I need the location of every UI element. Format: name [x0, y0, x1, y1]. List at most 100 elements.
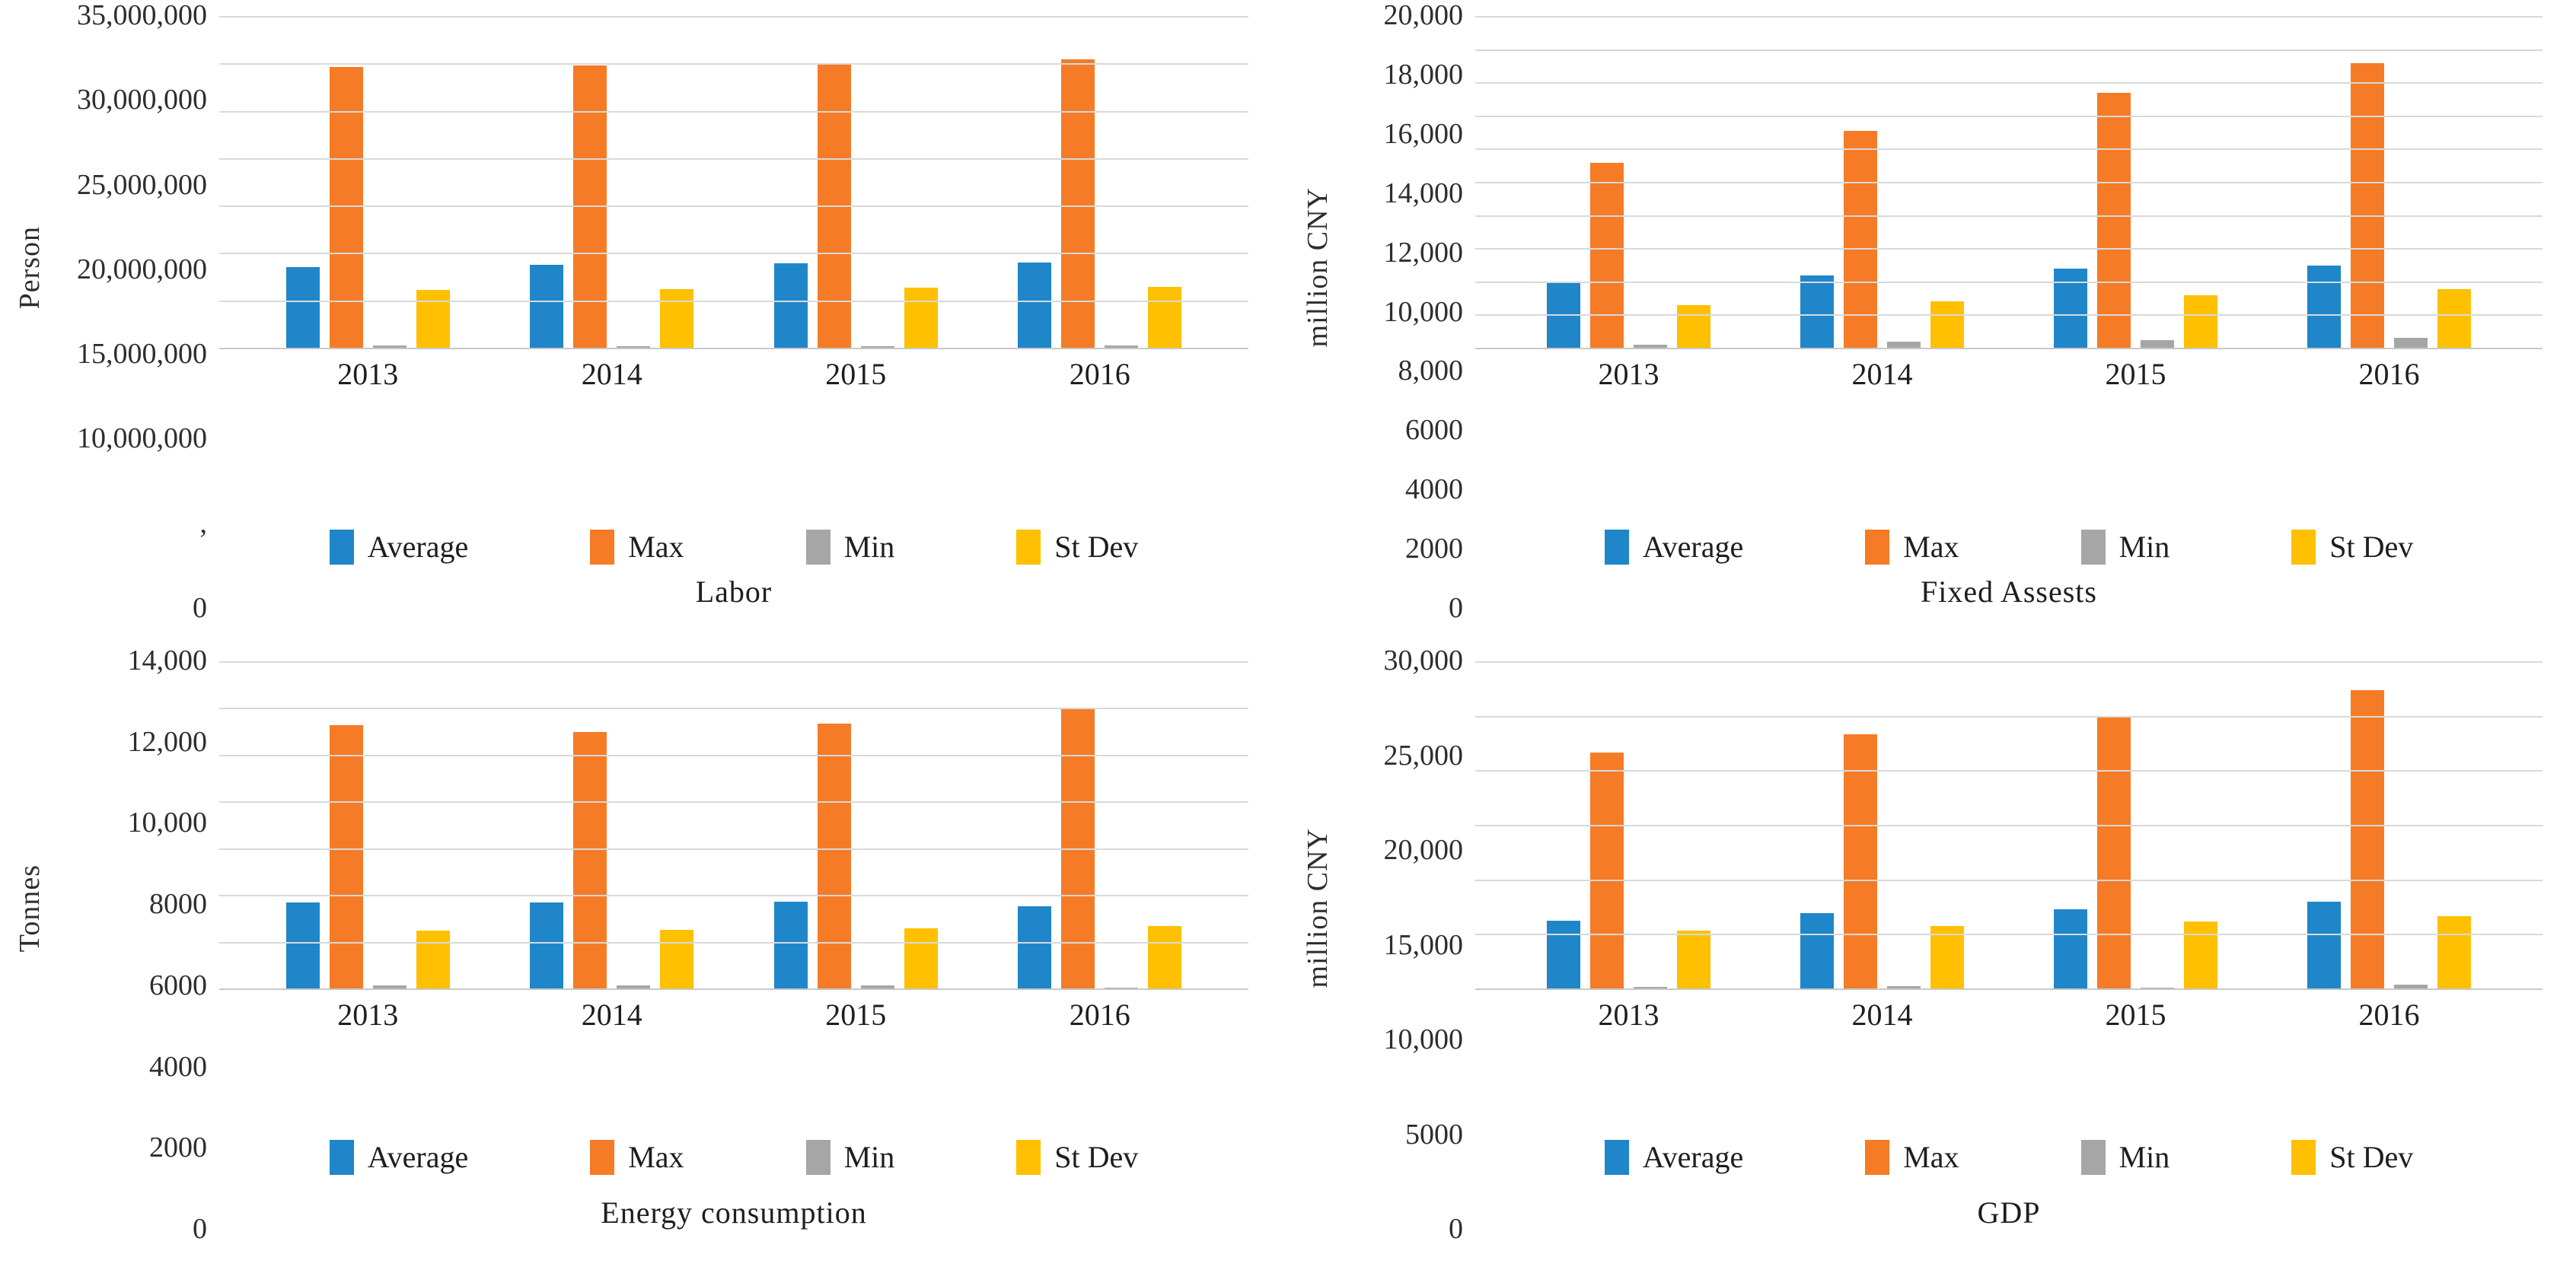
bar-average-2015 — [2054, 909, 2087, 989]
legend-swatch-max — [1865, 529, 1890, 565]
bar-group-2014 — [1800, 662, 1964, 989]
bar-max-2015 — [817, 724, 851, 989]
bar-min-2015 — [2141, 340, 2174, 349]
gridline — [1475, 82, 2543, 84]
gridline — [1475, 661, 2543, 663]
bar-st-dev-2014 — [660, 929, 694, 989]
gridline — [1475, 182, 2543, 183]
y-tick-label: 35,000,000 — [77, 0, 207, 32]
energy-consumption-chart-panel: Tonnes 14,000 12,000 10,000 8000 6000 4000 200… — [0, 635, 1288, 1270]
y-tick-label: 2000 — [149, 1132, 207, 1164]
x-tick-label-2016: 2016 — [2358, 998, 2420, 1032]
bar-average-2016 — [2307, 902, 2341, 989]
gridline — [219, 988, 1248, 990]
gridline — [219, 941, 1248, 944]
gridline — [219, 63, 1248, 65]
bar-average-2014 — [1800, 912, 1834, 989]
x-tick-label-2014: 2014 — [1851, 998, 1913, 1032]
legend-item-st-dev: St Dev — [1016, 529, 1138, 565]
bar-group-2015 — [773, 662, 938, 989]
x-tick-label-2014: 2014 — [581, 357, 642, 391]
y-tick-label: 2000 — [1405, 533, 1463, 565]
bar-min-2015 — [860, 345, 894, 349]
y-tick-label: 14,000 — [1383, 177, 1464, 209]
legend-item-max: Max — [590, 1139, 684, 1175]
y-tick-label: 25,000,000 — [77, 168, 207, 201]
x-tick-label-2015: 2015 — [825, 998, 887, 1032]
legend-label: Max — [628, 530, 684, 564]
bar-min-2013 — [1634, 344, 1667, 349]
y-tick-label: 25,000 — [1383, 739, 1464, 772]
gridline — [1475, 215, 2543, 217]
gridline — [219, 848, 1248, 850]
x-axis-tick-labels: 2013 2014 2015 2016 — [219, 997, 1248, 1033]
y-tick-label: 12,000 — [1383, 236, 1464, 269]
gridline — [219, 205, 1248, 208]
legend-label: Min — [2119, 530, 2170, 564]
legend-swatch-st-dev — [2291, 1139, 2316, 1175]
gridline — [1475, 934, 2543, 936]
bar-st-dev-2014 — [660, 288, 694, 349]
bar-average-2015 — [773, 901, 808, 989]
bar-st-dev-2015 — [2184, 921, 2217, 989]
bar-st-dev-2013 — [1677, 305, 1710, 349]
gridline — [1475, 115, 2543, 117]
y-tick-label: 5000 — [1405, 1118, 1463, 1151]
chart-legend: Average Max Min St Dev — [219, 529, 1248, 565]
y-tick-label: 20,000,000 — [77, 253, 207, 286]
legend-item-min: Min — [805, 529, 894, 565]
bar-groups — [219, 17, 1248, 349]
gridline — [1475, 248, 2543, 250]
bar-st-dev-2016 — [2437, 915, 2471, 989]
legend-item-average: Average — [329, 1139, 468, 1175]
bar-st-dev-2015 — [904, 928, 938, 989]
legend-swatch-min — [805, 529, 831, 565]
x-tick-label-2013: 2013 — [337, 998, 399, 1032]
x-tick-label-2015: 2015 — [2105, 998, 2166, 1032]
bar-min-2013 — [372, 345, 406, 349]
bar-average-2013 — [285, 266, 320, 349]
plot-area — [219, 661, 1248, 990]
bar-st-dev-2014 — [1930, 925, 1964, 989]
gridline — [1475, 314, 2543, 317]
x-tick-label-2015: 2015 — [825, 357, 887, 391]
bar-average-2014 — [530, 902, 564, 989]
chart-area: Tonnes 14,000 12,000 10,000 8000 6000 4000 200… — [0, 645, 1288, 1245]
legend-label: St Dev — [2329, 530, 2414, 564]
gridline — [1475, 348, 2543, 349]
bar-average-2013 — [1547, 920, 1580, 989]
bar-min-2016 — [1105, 345, 1139, 349]
x-axis-tick-labels: 2013 2014 2015 2016 — [1475, 997, 2543, 1033]
bar-max-2013 — [1590, 162, 1624, 349]
x-tick-label-2014: 2014 — [1851, 357, 1913, 391]
legend-swatch-st-dev — [1016, 529, 1041, 565]
legend-label: Min — [843, 1140, 895, 1174]
y-tick-label: 6000 — [149, 969, 207, 1002]
legend-swatch-average — [329, 1139, 354, 1175]
y-tick-label: 0 — [1449, 1213, 1463, 1246]
chart-title: Fixed Assests — [1921, 575, 2097, 609]
y-tick-label: 0 — [1449, 592, 1463, 625]
legend-item-max: Max — [1865, 529, 1959, 565]
plot-column: 2013 2014 2015 2016 Average Max Min St Dev Ene… — [219, 661, 1288, 1230]
bar-st-dev-2013 — [416, 931, 450, 989]
gridline — [219, 661, 1248, 663]
bar-st-dev-2016 — [1148, 287, 1182, 349]
y-tick-label: 6000 — [1405, 414, 1463, 447]
chart-area: million CNY 30,000 25,000 20,000 15,000 10,0… — [1288, 645, 2576, 1245]
bar-st-dev-2015 — [2184, 295, 2217, 349]
legend-item-average: Average — [329, 529, 468, 565]
y-axis-tick-labels: 20,000 18,000 16,000 14,000 12,000 10,000 8,00… — [1347, 0, 1475, 624]
bar-min-2013 — [372, 985, 406, 989]
bar-group-2013 — [285, 17, 450, 349]
bar-min-2014 — [617, 985, 651, 989]
legend-label: St Dev — [1054, 530, 1139, 564]
legend-item-min: Min — [2080, 1139, 2170, 1175]
bar-average-2016 — [2307, 266, 2341, 349]
bar-min-2016 — [1105, 987, 1139, 989]
legend-swatch-min — [2080, 529, 2106, 565]
bar-min-2015 — [860, 985, 894, 989]
gridline — [219, 348, 1248, 349]
bar-min-2014 — [617, 345, 651, 349]
